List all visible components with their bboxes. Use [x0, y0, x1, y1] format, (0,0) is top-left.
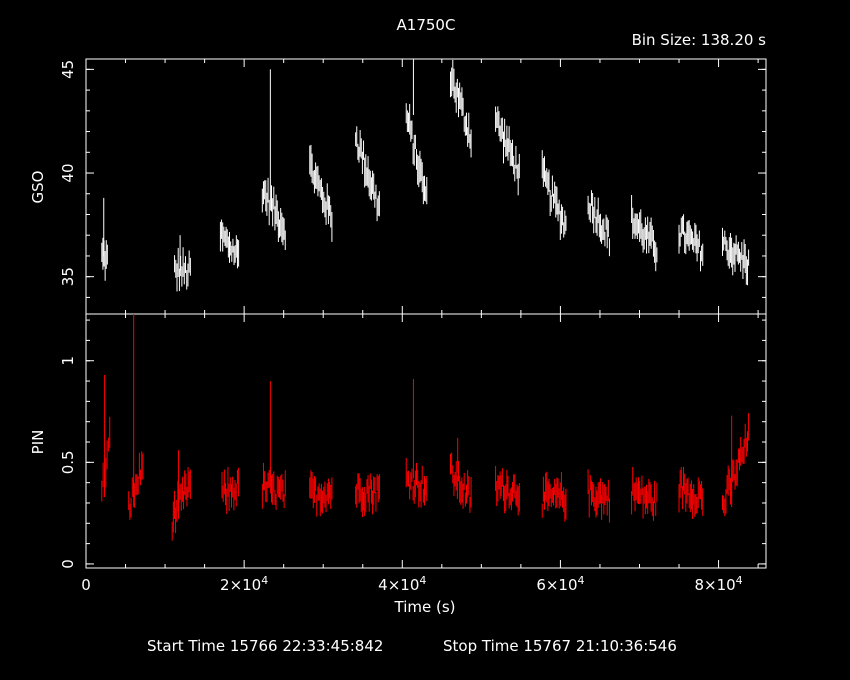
data-segment — [309, 470, 333, 517]
data-segment — [722, 227, 750, 286]
y-tick-label: 0.5 — [59, 450, 77, 474]
data-segment — [631, 195, 658, 272]
data-segment — [450, 437, 472, 513]
data-segment — [405, 59, 428, 205]
x-tick-label: 4×104 — [378, 574, 426, 594]
data-segment — [405, 379, 428, 508]
x-tick-label: 8×104 — [694, 574, 742, 594]
data-segment — [722, 412, 750, 517]
data-segment — [678, 214, 704, 272]
pin-frame — [85, 313, 767, 569]
bin-size-label: Bin Size: 138.20 s — [632, 31, 767, 49]
data-segment — [450, 59, 472, 158]
data-segment — [495, 106, 520, 196]
pin-ticks: 00.51 — [59, 319, 766, 569]
data-segment — [587, 190, 610, 257]
data-segment — [678, 466, 704, 519]
data-segment — [101, 374, 111, 502]
data-segment — [355, 126, 380, 222]
gso-ticks: 35 40 45 — [59, 60, 766, 298]
y-tick-label: 0 — [59, 559, 77, 569]
pin-panel: 00.51 PIN — [29, 313, 767, 569]
data-segment — [174, 235, 191, 292]
data-segment — [541, 150, 567, 240]
x-axis-ticks: 0 2×104 4×104 6×104 8×104 — [81, 59, 759, 594]
pin-data — [101, 314, 750, 541]
x-tick-label: 2×104 — [220, 574, 268, 594]
start-time-label: Start Time 15766 22:33:45:842 — [147, 637, 383, 655]
data-segment — [631, 466, 658, 521]
x-axis-label: Time (s) — [394, 598, 456, 616]
y-tick-label: 1 — [59, 356, 77, 366]
data-segment — [541, 471, 567, 522]
x-tick-label: 0 — [81, 576, 91, 594]
data-segment — [495, 465, 520, 516]
data-segment — [171, 450, 191, 541]
data-segment — [261, 69, 286, 250]
data-segment — [309, 144, 333, 242]
y-tick-label: 35 — [59, 267, 77, 286]
y-tick-label: 40 — [59, 163, 77, 182]
gso-panel: 35 40 45 GSO — [29, 58, 767, 315]
x-tick-label: 6×104 — [536, 574, 584, 594]
data-segment — [261, 381, 286, 510]
pin-ylabel: PIN — [29, 430, 47, 455]
y-tick-label: 45 — [59, 60, 77, 79]
stop-time-label: Stop Time 15767 21:10:36:546 — [443, 637, 677, 655]
gso-ylabel: GSO — [29, 171, 47, 204]
chart-title: A1750C — [397, 16, 456, 34]
data-segment — [101, 197, 108, 281]
data-segment — [355, 473, 380, 518]
data-segment — [587, 469, 610, 523]
data-segment — [219, 219, 240, 269]
data-segment — [221, 467, 240, 515]
gso-data — [101, 59, 750, 292]
data-segment — [128, 314, 144, 520]
